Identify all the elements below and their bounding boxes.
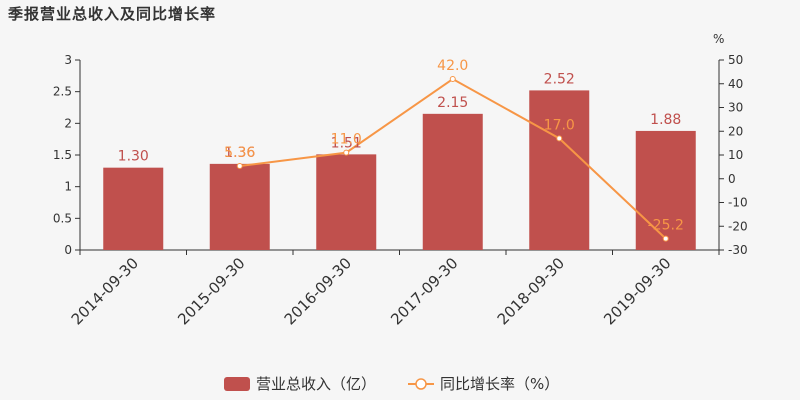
y-left-tick-label: 0.5 xyxy=(53,211,72,225)
y-right-tick-label: 10 xyxy=(728,148,743,162)
bar[interactable] xyxy=(529,90,590,251)
bar[interactable] xyxy=(635,130,696,250)
bar-value-label: 1.30 xyxy=(118,149,149,165)
bar-series xyxy=(103,90,696,251)
y-right-tick-label: 30 xyxy=(728,101,743,115)
y-right-unit: % xyxy=(713,32,724,46)
y-left-tick-label: 2 xyxy=(64,116,72,130)
bar[interactable] xyxy=(209,163,270,250)
line-point[interactable] xyxy=(556,135,563,142)
bar-value-label: 1.51 xyxy=(331,135,362,151)
x-tick-label: 2014-09-30 xyxy=(68,254,142,328)
x-tick-label: 2019-09-30 xyxy=(600,254,674,328)
chart-title: 季报营业总收入及同比增长率 xyxy=(8,5,217,23)
y-right-tick-label: 40 xyxy=(728,77,743,91)
line-point[interactable] xyxy=(236,163,243,170)
y-right-tick-label: -30 xyxy=(728,243,748,257)
y-right-tick-label: -20 xyxy=(728,219,748,233)
line-value-label: 5.36 xyxy=(224,145,255,161)
line-value-label: 17.0 xyxy=(544,117,575,133)
y-right-tick-label: 20 xyxy=(728,124,743,138)
bar[interactable] xyxy=(422,113,483,250)
line-value-label: 42.0 xyxy=(437,58,468,74)
legend[interactable]: 营业总收入（亿） 同比增长率（%） xyxy=(224,375,559,393)
y-left-tick-label: 3 xyxy=(64,53,72,67)
line-value-label: -25.2 xyxy=(648,218,684,234)
legend-bar-label[interactable]: 营业总收入（亿） xyxy=(256,375,376,393)
y-left-tick-label: 0 xyxy=(64,243,72,257)
line-point[interactable] xyxy=(662,235,669,242)
data-labels: 1.30 1.36 1.51 2.15 2.52 1.88 5.36 11.0 42.0 17.0… xyxy=(118,58,684,234)
x-tick-label: 2015-09-30 xyxy=(174,254,248,328)
bar-value-label: 1.88 xyxy=(650,112,681,128)
bar[interactable] xyxy=(316,154,377,250)
x-tick-label: 2017-09-30 xyxy=(387,254,461,328)
legend-line-label[interactable]: 同比增长率（%） xyxy=(440,375,559,393)
bar[interactable] xyxy=(103,167,164,250)
x-tick-label: 2018-09-30 xyxy=(494,254,568,328)
y-left-tick-label: 1 xyxy=(64,180,72,194)
line-point[interactable] xyxy=(449,76,456,82)
line-series xyxy=(236,76,669,242)
x-tick-label: 2016-09-30 xyxy=(281,254,355,328)
y-left-tick-label: 2.5 xyxy=(53,85,72,99)
line-point[interactable] xyxy=(343,149,350,156)
line-value-label: 11.0 xyxy=(331,132,362,148)
y-right-tick-label: -10 xyxy=(728,196,748,210)
legend-line-marker-icon xyxy=(415,378,427,390)
y-right-tick-label: 50 xyxy=(728,53,743,67)
y-right-tick-label: 0 xyxy=(728,172,736,186)
bar-value-label: 2.52 xyxy=(544,71,575,87)
legend-bar-swatch[interactable] xyxy=(224,377,250,391)
bar-value-label: 1.36 xyxy=(224,145,255,161)
bar-value-label: 2.15 xyxy=(437,95,468,111)
y-left-tick-label: 1.5 xyxy=(53,148,72,162)
